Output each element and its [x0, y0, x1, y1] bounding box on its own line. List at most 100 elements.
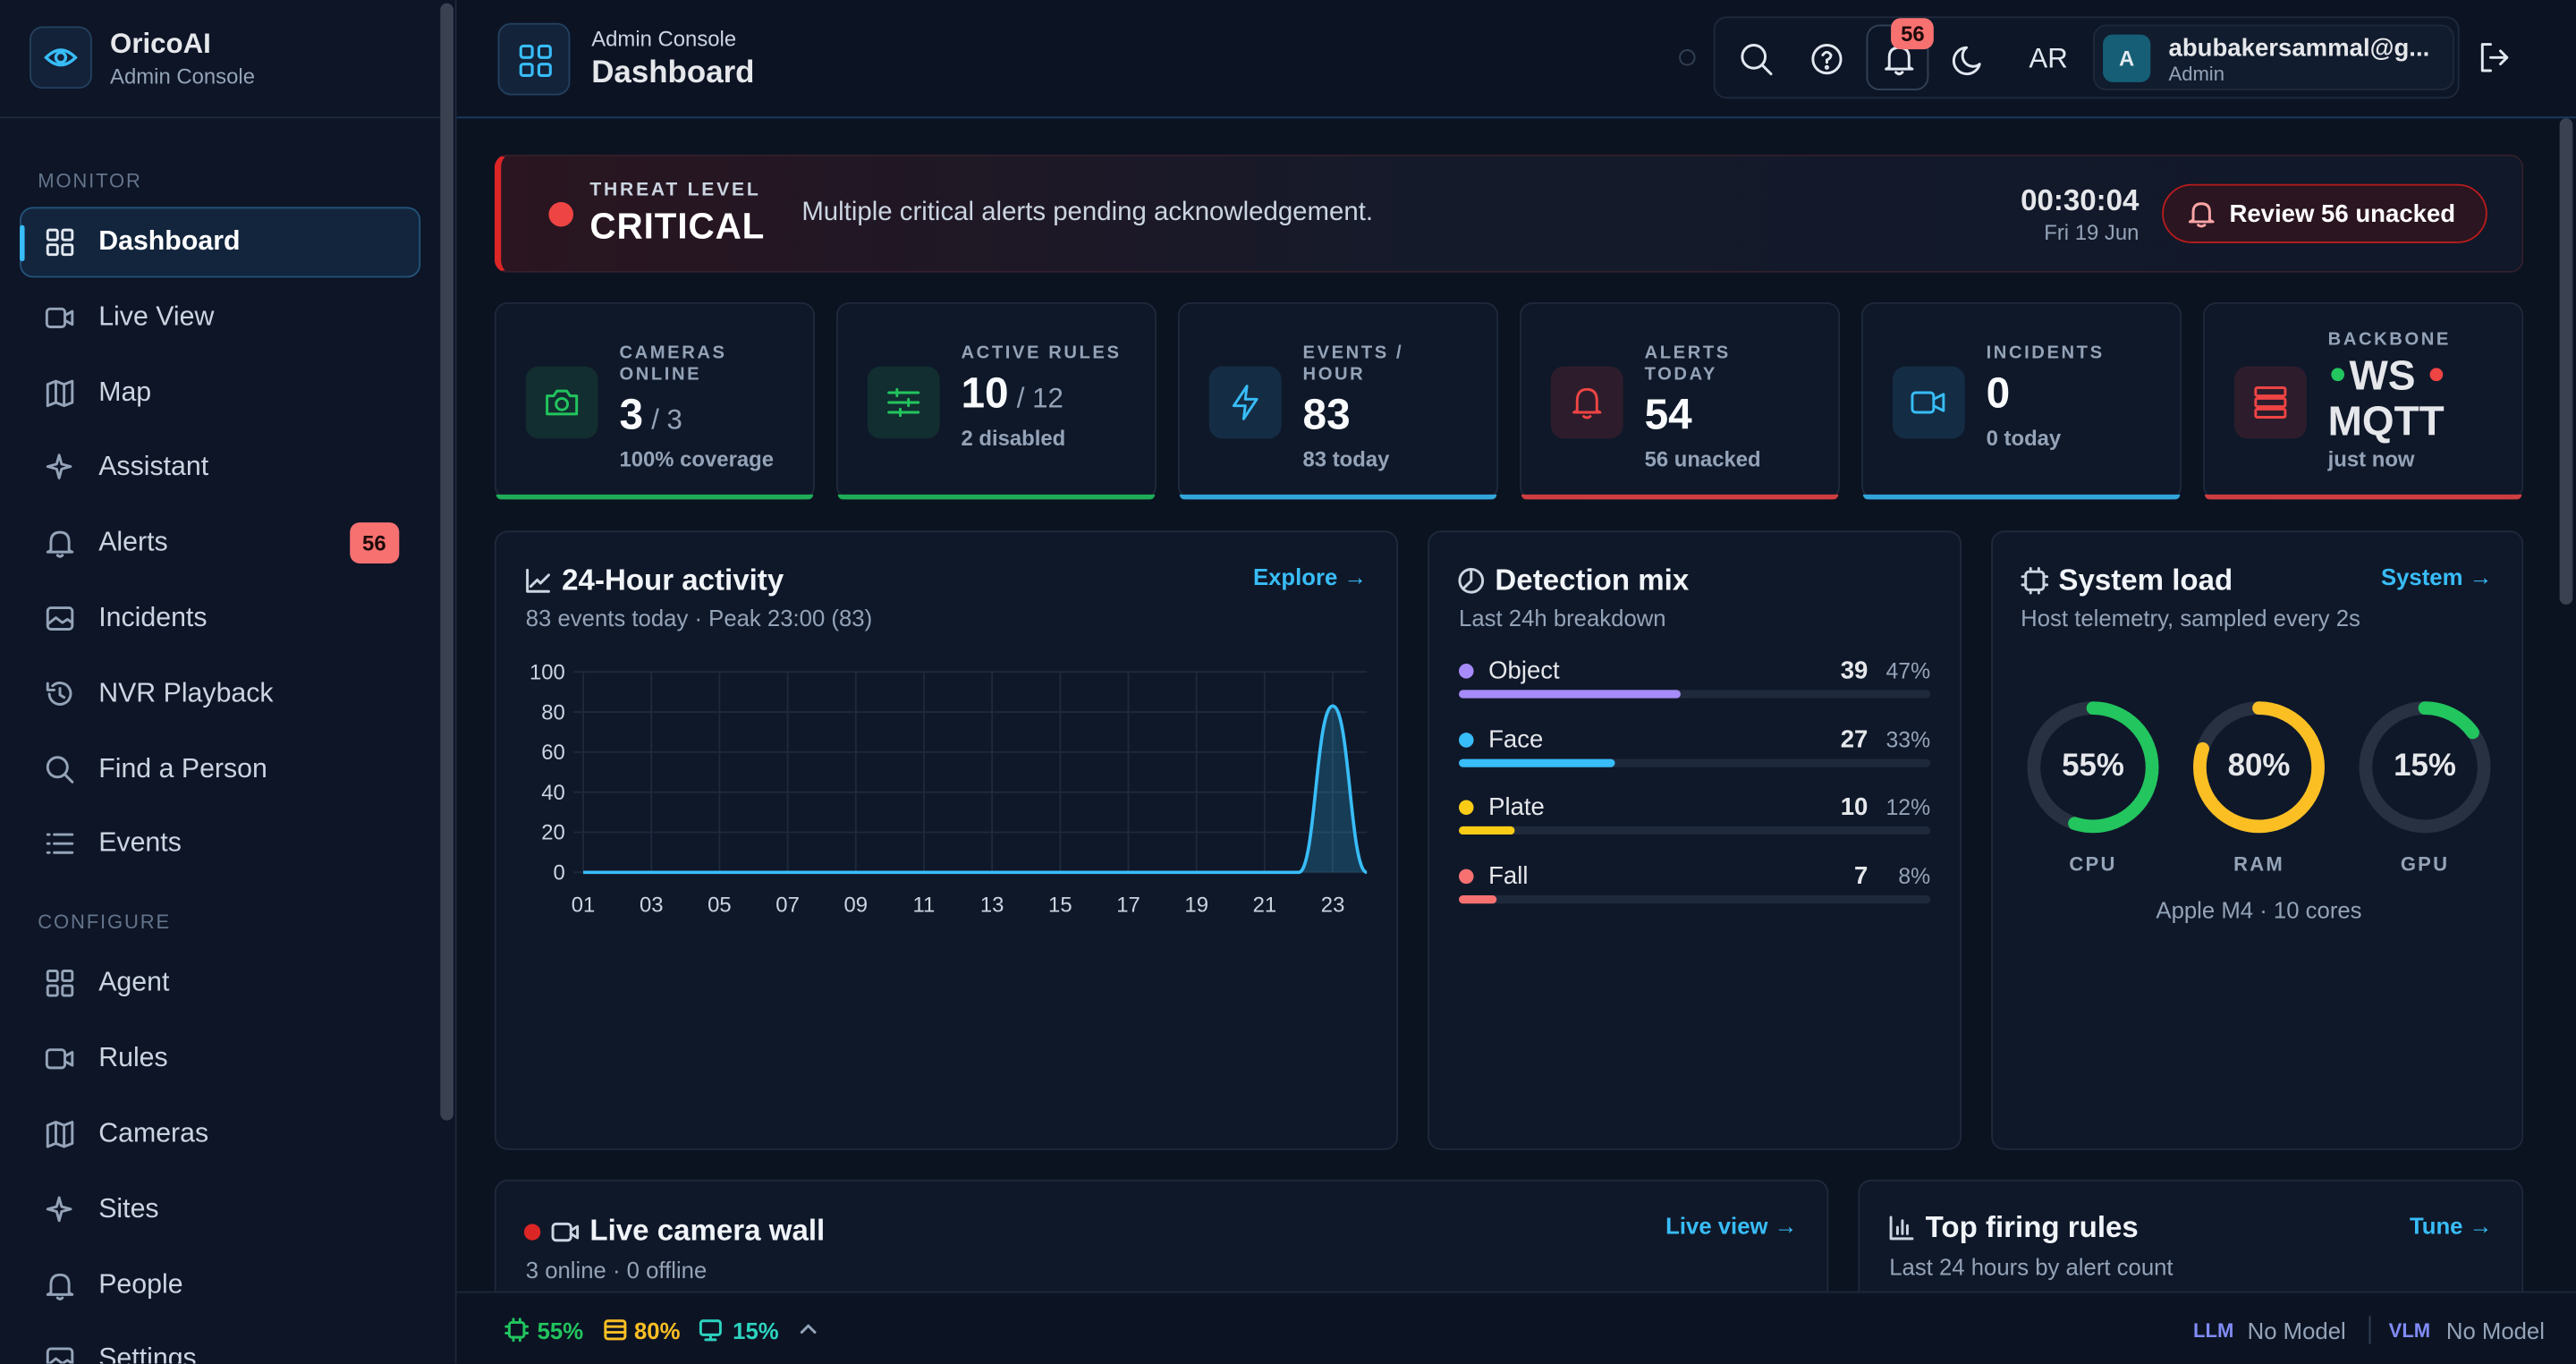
- camera-icon: [551, 1221, 580, 1241]
- panel-title: Detection mix: [1457, 563, 1689, 598]
- x-tick-label: 01: [572, 893, 596, 917]
- channel-name: MQTT: [2327, 399, 2445, 445]
- logo-icon: [44, 48, 78, 67]
- nav-item[interactable]: Events: [20, 809, 420, 879]
- nav-item[interactable]: Live View: [20, 283, 420, 353]
- nav-icon: [45, 307, 74, 328]
- detection-pct: 47%: [1885, 658, 1931, 684]
- user-avatar: A: [2103, 34, 2151, 82]
- panel-title: 24-Hour activity: [524, 563, 784, 598]
- stat-text: CAMERAS ONLINE 3/ 3 100% coverage: [619, 343, 808, 471]
- bar: [1459, 758, 1614, 767]
- detection-count: 10: [1840, 793, 1868, 822]
- y-tick-label: 0: [554, 861, 565, 885]
- stat-text: ACTIVE RULES 10/ 12 2 disabled: [961, 343, 1149, 450]
- detection-name: Face: [1488, 724, 1544, 754]
- gauge-label: 55%: [2062, 749, 2124, 784]
- icon-shape: [46, 1348, 74, 1364]
- panel-title: System load: [2021, 563, 2233, 598]
- stat-value-row: 83: [1303, 391, 1492, 445]
- page-scrollbar[interactable]: [2559, 118, 2573, 605]
- detection-title: Detection mix: [1495, 563, 1690, 597]
- top-rules-subtitle: Last 24 hours by alert count: [1889, 1253, 2174, 1280]
- threat-banner: THREAT LEVEL CRITICAL Multiple critical …: [494, 154, 2524, 273]
- scrollbar[interactable]: [440, 3, 453, 1121]
- nav-item[interactable]: Agent: [20, 948, 420, 1019]
- stat-label: INCIDENTS: [1986, 343, 2105, 363]
- nav-icon: [46, 530, 74, 558]
- stat-label: ALERTS TODAY: [1644, 343, 1731, 385]
- icon-shape: [46, 606, 74, 631]
- nav-item[interactable]: Find a Person: [20, 733, 420, 804]
- stat-sub: just now: [2327, 446, 2415, 472]
- brand-sub: Admin Console: [110, 64, 255, 89]
- system-link[interactable]: System →: [2380, 563, 2493, 590]
- detection-subtitle: Last 24h breakdown: [1459, 604, 1666, 631]
- camera-wall-title: Live camera wall: [589, 1214, 826, 1248]
- nav-item[interactable]: Incidents: [20, 583, 420, 654]
- nav-item[interactable]: Cameras: [20, 1099, 420, 1170]
- nav-icon: [46, 378, 74, 407]
- language-button[interactable]: AR: [2029, 42, 2068, 74]
- nav-icon: [46, 755, 74, 783]
- x-tick-label: 13: [980, 893, 1004, 917]
- status-dot: [1679, 49, 1696, 66]
- stat-value-row: 3/ 3: [619, 391, 808, 445]
- activity-chart: 0 20 40 60 80 100 01 03 05 07 09 11 13 15 17 19 21 23: [530, 660, 1368, 917]
- gauge-name: CPU: [2069, 852, 2117, 876]
- live-view-link[interactable]: Live view →: [1665, 1212, 1798, 1239]
- stat-card: CAMERAS ONLINE 3/ 3 100% coverage: [494, 301, 816, 500]
- search-button[interactable]: [1738, 41, 1774, 77]
- stat-sub: 56 unacked: [1644, 446, 1761, 472]
- nav-item[interactable]: Sites: [20, 1174, 420, 1245]
- nav-label: Live View: [98, 301, 215, 332]
- nav-icon: [46, 228, 74, 257]
- threat-dot: [548, 201, 574, 227]
- channel-name: WS: [2349, 352, 2416, 400]
- stat-value: 0: [1986, 368, 2011, 418]
- pie-icon: [1458, 567, 1485, 594]
- tune-link[interactable]: Tune →: [2409, 1212, 2493, 1239]
- icon-shape: [46, 1273, 74, 1300]
- bar: [1459, 826, 1516, 835]
- stat-accent: [1179, 494, 1497, 500]
- theme-button[interactable]: [1952, 41, 1987, 77]
- brand-logo: [30, 26, 92, 89]
- expand-button[interactable]: [799, 1321, 818, 1337]
- nav-item[interactable]: Settings: [20, 1325, 420, 1364]
- bar-track: [1459, 690, 1931, 699]
- x-tick-label: 15: [1048, 893, 1072, 917]
- panel-title: Top firing rules: [1887, 1211, 2139, 1246]
- stat-text: INCIDENTS 0 0 today: [1987, 343, 2175, 450]
- nav-item[interactable]: Assistant: [20, 433, 420, 504]
- logout-button[interactable]: [2476, 39, 2512, 75]
- gauge-name: RAM: [2233, 852, 2284, 876]
- gauge-arc: [2027, 701, 2159, 834]
- channel-dot: [2429, 369, 2444, 382]
- bar: [1459, 690, 1681, 699]
- nav-item[interactable]: Rules: [20, 1024, 420, 1095]
- x-tick-label: 21: [1253, 893, 1277, 917]
- nav-icon: [45, 1048, 74, 1070]
- review-button[interactable]: Review 56 unacked: [2162, 183, 2487, 243]
- nav-item[interactable]: Alerts 56: [20, 508, 420, 579]
- explore-link[interactable]: Explore →: [1252, 563, 1368, 590]
- line: [583, 704, 1368, 875]
- user-menu[interactable]: A abubakersammal@g... Admin: [2093, 24, 2455, 91]
- llm-value: No Model: [2247, 1317, 2346, 1344]
- detection-count: 39: [1840, 657, 1868, 685]
- y-tick-label: 100: [530, 660, 565, 684]
- nav-item[interactable]: People: [20, 1250, 420, 1320]
- nav-item[interactable]: Map: [20, 358, 420, 428]
- stat-icon-box: [1550, 366, 1623, 439]
- nav-item[interactable]: Dashboard: [20, 207, 421, 278]
- nav-icon: [46, 454, 72, 480]
- bar-track: [1459, 758, 1931, 767]
- help-button[interactable]: [1809, 41, 1844, 77]
- stat-accent: [1521, 494, 1839, 500]
- detection-pct: 8%: [1898, 863, 1931, 888]
- stat-card: INCIDENTS 0 0 today: [1861, 301, 2182, 500]
- gpu-icon: [699, 1319, 722, 1342]
- nav-item[interactable]: NVR Playback: [20, 658, 420, 729]
- camera-wall-subtitle: 3 online · 0 offline: [525, 1257, 708, 1284]
